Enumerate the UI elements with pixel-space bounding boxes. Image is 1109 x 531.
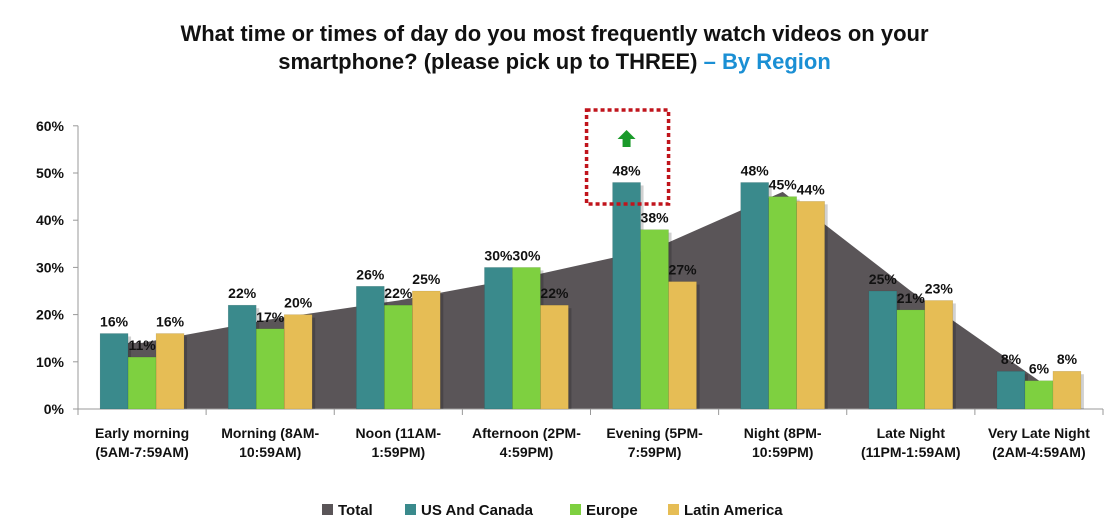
data-label: 16%: [156, 313, 185, 329]
x-tick-label: 4:59PM): [500, 444, 554, 460]
bar: [356, 286, 385, 410]
chart-title-line2: smartphone? (please pick up to THREE) – …: [0, 48, 1109, 76]
data-label: 8%: [1057, 351, 1078, 367]
x-tick-label: 10:59PM): [752, 444, 813, 460]
bar: [740, 182, 769, 410]
data-label: 22%: [228, 285, 257, 301]
x-tick-label: Evening (5PM-: [606, 425, 703, 441]
bar: [412, 290, 441, 410]
bar: [612, 182, 641, 410]
up-arrow-icon: [617, 130, 636, 147]
x-tick-label: Morning (8AM-: [221, 425, 319, 441]
bar: [155, 333, 185, 410]
bar: [99, 333, 129, 410]
bar-shadow: [696, 284, 700, 409]
x-tick-label: Early morning: [95, 425, 189, 441]
bar: [796, 201, 825, 410]
x-tick-label: (11PM-1:59AM): [861, 444, 961, 460]
bar: [1024, 380, 1054, 410]
bar: [768, 196, 797, 410]
bar: [924, 300, 954, 410]
data-label: 27%: [669, 262, 698, 278]
bar-shadow: [312, 317, 316, 409]
legend-swatch: [405, 504, 416, 515]
bar: [540, 304, 569, 410]
x-tick-label: Noon (11AM-: [356, 425, 442, 441]
bar-shadow: [1080, 374, 1084, 409]
y-tick-label: 10%: [36, 354, 65, 370]
data-label: 38%: [641, 210, 670, 226]
data-label: 26%: [356, 266, 385, 282]
bar-shadow: [952, 303, 956, 409]
bar: [384, 304, 413, 410]
bar: [668, 281, 697, 410]
data-label: 44%: [797, 181, 826, 197]
chart-title: What time or times of day do you most fr…: [0, 20, 1109, 76]
data-label: 30%: [512, 247, 541, 263]
y-tick-label: 20%: [36, 307, 65, 323]
legend-label: Europe: [586, 502, 638, 519]
chart-title-line1: What time or times of day do you most fr…: [180, 21, 929, 46]
x-tick-label: Late Night: [877, 425, 946, 441]
legend-swatch: [570, 504, 581, 515]
bar-shadow: [440, 294, 444, 409]
data-label: 22%: [384, 285, 413, 301]
legend-label: US And Canada: [421, 502, 534, 519]
legend-label: Total: [338, 502, 373, 519]
x-tick-label: (2AM-4:59AM): [992, 444, 1085, 460]
data-label: 48%: [613, 162, 642, 178]
data-label: 30%: [484, 247, 513, 263]
data-label: 20%: [284, 295, 313, 311]
x-tick-label: Afternoon (2PM-: [472, 425, 581, 441]
data-label: 17%: [256, 309, 285, 325]
chart-title-suffix: – By Region: [697, 49, 831, 74]
x-tick-label: 1:59PM): [371, 444, 425, 460]
data-label: 25%: [412, 271, 441, 287]
bar: [127, 356, 157, 410]
legend-label: Latin America: [684, 502, 783, 519]
x-tick-label: (5AM-7:59AM): [95, 444, 188, 460]
bar: [640, 229, 669, 410]
data-label: 23%: [925, 280, 954, 296]
y-tick-label: 30%: [36, 259, 65, 275]
y-tick-label: 60%: [36, 118, 65, 134]
legend-swatch: [668, 504, 679, 515]
bar-shadow: [568, 308, 572, 409]
bar: [512, 267, 541, 410]
bar: [484, 267, 513, 410]
bar: [283, 314, 313, 410]
x-tick-label: Night (8PM-: [744, 425, 822, 441]
bar: [1052, 370, 1082, 410]
data-label: 45%: [769, 177, 798, 193]
y-tick-label: 50%: [36, 165, 65, 181]
y-tick-label: 0%: [44, 401, 65, 417]
data-label: 22%: [540, 285, 569, 301]
data-label: 6%: [1029, 361, 1050, 377]
x-tick-label: Very Late Night: [988, 425, 1090, 441]
data-label: 11%: [128, 337, 156, 353]
data-label: 16%: [100, 313, 129, 329]
x-tick-label: 10:59AM): [239, 444, 301, 460]
data-label: 21%: [897, 290, 926, 306]
bar: [255, 328, 285, 410]
data-label: 8%: [1001, 351, 1022, 367]
highlight-box: [584, 108, 671, 206]
legend-swatch: [322, 504, 333, 515]
bar: [896, 309, 926, 410]
bar: [996, 370, 1026, 410]
data-label: 48%: [741, 162, 770, 178]
x-tick-label: 7:59PM): [628, 444, 682, 460]
y-tick-label: 40%: [36, 212, 65, 228]
bar: [227, 304, 257, 410]
data-label: 25%: [869, 271, 898, 287]
chart-title-line2-text: smartphone? (please pick up to THREE): [278, 49, 698, 74]
bar: [868, 290, 898, 410]
bar-shadow: [824, 204, 828, 409]
bar-shadow: [184, 336, 188, 409]
